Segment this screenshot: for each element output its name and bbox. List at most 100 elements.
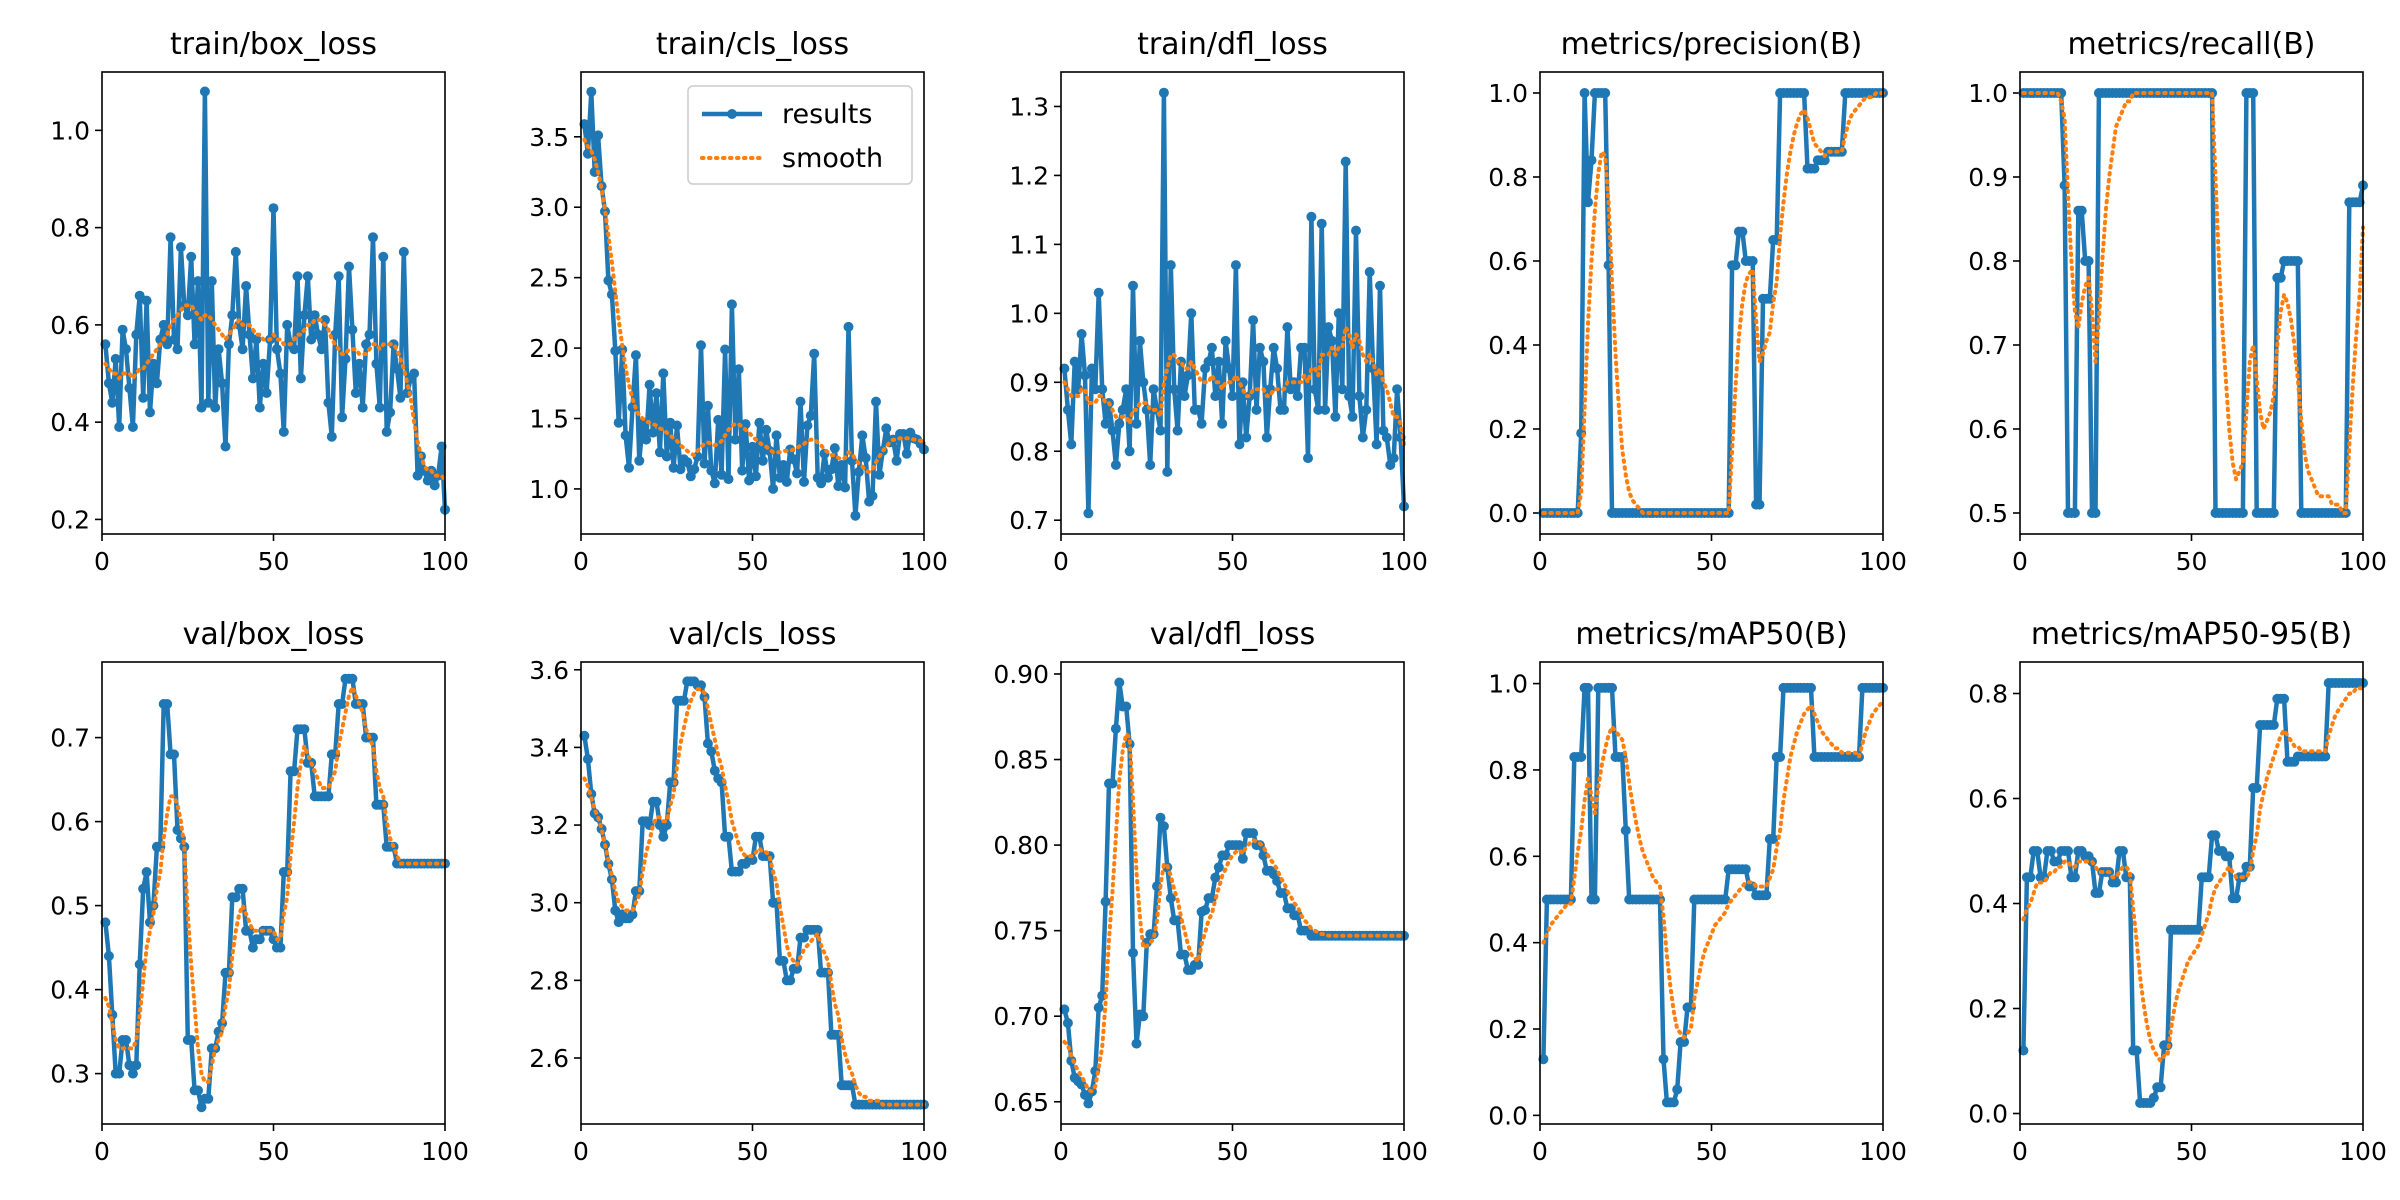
data-point	[730, 434, 741, 445]
data-point	[709, 765, 720, 776]
x-tick-label: 0	[2012, 1137, 2028, 1166]
axes-frame	[1539, 661, 1884, 1125]
data-point	[114, 422, 125, 432]
y-tick-label: 3.0	[529, 193, 569, 222]
subplot-title: train/dfl_loss	[1137, 27, 1328, 62]
data-point	[220, 441, 231, 452]
data-point	[826, 464, 837, 475]
data-point	[1730, 260, 1741, 271]
data-point	[1230, 260, 1241, 271]
data-point	[2018, 1045, 2029, 1056]
y-tick-label: 3.5	[529, 123, 569, 152]
data-point	[2069, 508, 2080, 518]
data-point	[579, 119, 590, 130]
data-point	[1809, 163, 1820, 174]
data-point	[1066, 439, 1077, 450]
data-point	[816, 478, 827, 489]
data-point	[1347, 411, 1358, 422]
data-point	[651, 388, 662, 399]
data-point	[857, 430, 868, 441]
data-point	[1248, 315, 1259, 326]
data-point	[1538, 1054, 1549, 1065]
data-point	[2032, 846, 2043, 856]
y-tick-label: 0.0	[1488, 499, 1528, 528]
x-tick-label: 50	[1217, 1137, 1249, 1166]
y-tick-label: 0.7	[1009, 506, 1049, 535]
series-line-results	[103, 89, 448, 510]
data-point	[1357, 432, 1368, 443]
data-point	[210, 402, 221, 413]
data-point	[651, 796, 662, 807]
data-point	[289, 766, 300, 777]
x-tick-label: 100	[900, 1137, 948, 1166]
series-line-smooth	[2021, 686, 2365, 1063]
y-tick-label: 0.8	[1488, 163, 1528, 192]
data-point	[1138, 377, 1149, 388]
data-point	[271, 344, 282, 355]
data-point	[1679, 1037, 1690, 1047]
data-point	[1381, 432, 1392, 443]
data-point	[193, 1085, 203, 1096]
data-point	[1819, 155, 1830, 166]
data-point	[196, 1102, 207, 1113]
series-line-smooth	[1062, 325, 1406, 447]
data-point	[206, 276, 217, 287]
data-point	[114, 1068, 125, 1079]
y-tick-label: 0.8	[1488, 756, 1528, 785]
data-point	[422, 475, 433, 486]
x-tick-label: 100	[421, 1137, 469, 1166]
x-tick-label: 0	[573, 1137, 589, 1166]
data-point	[347, 673, 358, 684]
series-line-smooth	[103, 303, 447, 483]
data-point	[1303, 453, 1313, 464]
data-point	[1261, 432, 1272, 443]
data-point	[1737, 226, 1748, 237]
data-point	[785, 975, 796, 986]
x-tick-label: 0	[94, 1137, 110, 1166]
subplot-1: train/box_loss 0.2 0.4 0.6 0.8 1.0 0 50 100	[50, 27, 469, 576]
data-point	[398, 246, 409, 257]
data-point	[1107, 425, 1118, 436]
data-point	[733, 866, 744, 877]
data-point	[2069, 872, 2080, 883]
data-point	[723, 831, 734, 842]
data-point	[754, 831, 765, 842]
data-point	[1234, 439, 1245, 450]
x-tick-label: 0	[1532, 547, 1548, 576]
data-point	[689, 464, 700, 475]
data-point	[217, 378, 228, 389]
data-point	[778, 955, 789, 966]
data-point	[1186, 308, 1197, 319]
data-point	[244, 329, 255, 340]
data-point	[145, 407, 155, 418]
data-point	[1299, 342, 1310, 353]
data-point	[241, 281, 252, 291]
data-point	[333, 271, 344, 282]
data-point	[227, 310, 238, 321]
data-point	[313, 329, 324, 340]
subplot-3: train/dfl_loss 0.7 0.8 0.9 1.0 1.1 1.2 1.3 0 50 10…	[1009, 27, 1428, 576]
y-tick-label: 0.4	[50, 976, 90, 1005]
y-tick-label: 2.6	[529, 1044, 569, 1073]
y-tick-label: 1.0	[529, 475, 569, 504]
y-tick-label: 0.0	[1968, 1100, 2008, 1129]
data-point	[1227, 391, 1238, 402]
data-point	[134, 959, 145, 970]
y-tick-label: 0.6	[1488, 247, 1528, 276]
data-point	[768, 483, 779, 494]
data-point	[309, 310, 320, 321]
data-point	[1121, 384, 1132, 395]
data-point	[641, 434, 652, 445]
data-point	[141, 295, 152, 306]
subplot-2: train/cls_loss 1.0 1.5 2.0 2.5 3.0 3.5 0 50 100 re…	[529, 27, 948, 576]
x-tick-label: 100	[1859, 547, 1907, 576]
data-point	[337, 412, 348, 423]
data-point	[1600, 88, 1611, 98]
data-point	[795, 396, 806, 407]
data-point	[2025, 872, 2036, 883]
y-tick-label: 0.4	[1488, 331, 1528, 360]
legend-marker	[727, 109, 737, 119]
data-point	[613, 417, 624, 428]
data-point	[337, 699, 348, 709]
data-point	[371, 358, 382, 369]
